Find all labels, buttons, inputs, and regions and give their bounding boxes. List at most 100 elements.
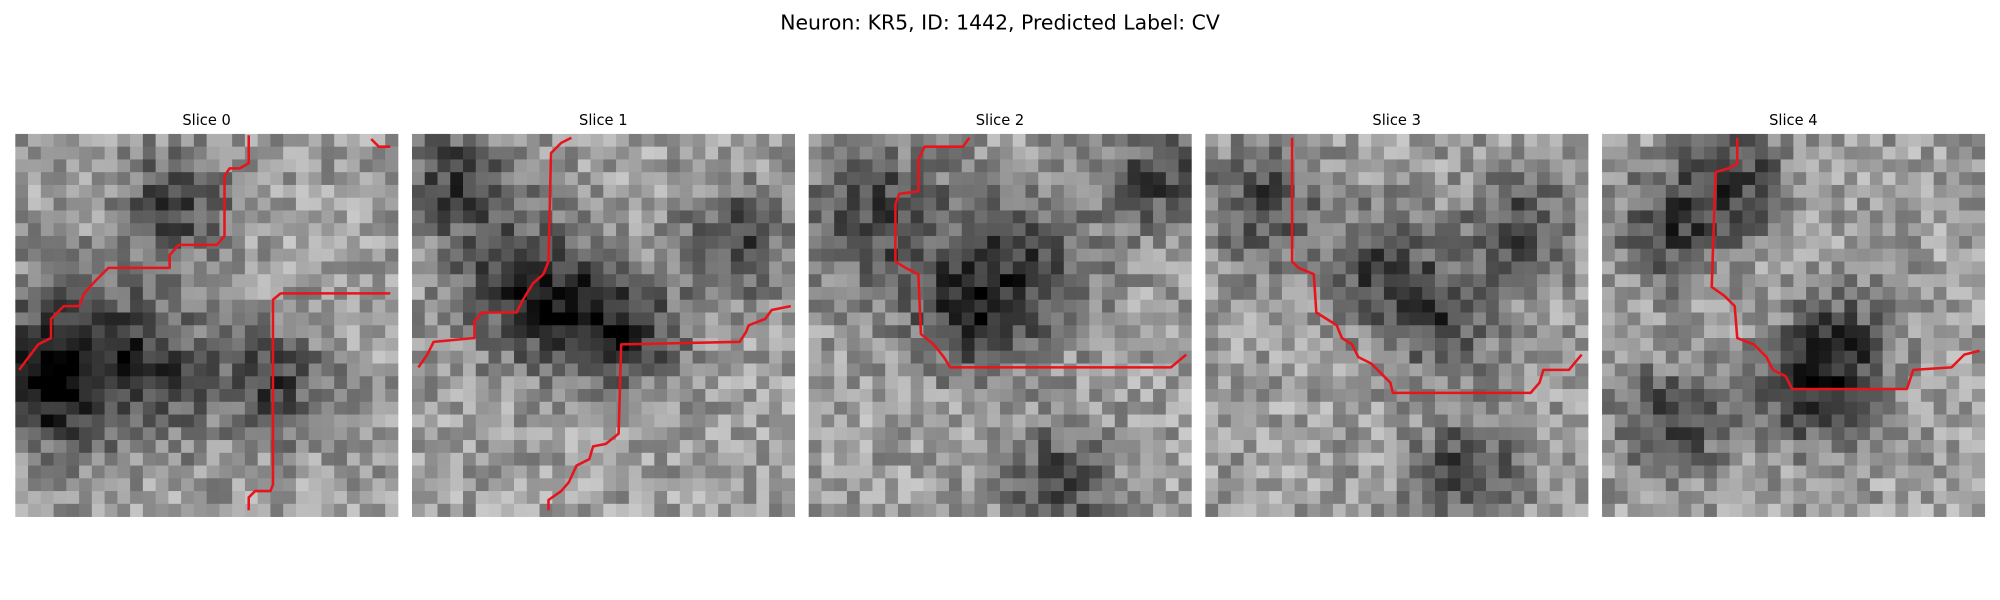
pixel: [385, 184, 399, 199]
pixel: [1281, 465, 1296, 479]
pixel: [257, 299, 271, 313]
pixel: [206, 338, 220, 352]
pixel: [104, 401, 118, 415]
pixel: [769, 286, 783, 301]
pixel: [730, 184, 745, 199]
pixel: [1460, 184, 1474, 199]
pixel: [1178, 312, 1192, 326]
pixel: [450, 248, 464, 262]
pixel: [1549, 350, 1563, 364]
pixel: [1345, 414, 1359, 428]
pixel: [1755, 172, 1769, 186]
pixel: [346, 223, 361, 237]
pixel: [1460, 465, 1474, 479]
pixel: [974, 197, 988, 211]
pixel: [181, 478, 195, 492]
pixel: [28, 133, 42, 148]
pixel: [1140, 478, 1154, 492]
pixel: [1320, 376, 1334, 390]
pixel: [1908, 172, 1922, 186]
pixel: [411, 223, 426, 237]
pixel: [718, 146, 732, 160]
pixel: [1908, 286, 1922, 301]
pixel: [1524, 350, 1538, 364]
pixel: [270, 172, 284, 186]
pixel: [359, 389, 373, 403]
pixel: [1793, 235, 1807, 250]
pixel: [1818, 172, 1833, 186]
pixel: [628, 491, 642, 505]
pixel: [1806, 159, 1820, 173]
pixel: [603, 389, 617, 403]
pixel: [1511, 133, 1525, 148]
pixel: [232, 440, 246, 454]
pixel: [219, 350, 233, 364]
pixel: [1205, 338, 1219, 352]
pixel: [1051, 440, 1065, 454]
pixel: [846, 452, 861, 466]
pixel: [781, 210, 796, 224]
pixel: [1729, 491, 1743, 505]
pixel: [1256, 172, 1270, 186]
pixel: [743, 146, 757, 160]
pixel: [1857, 389, 1871, 403]
pixel: [834, 184, 848, 199]
pixel: [308, 172, 322, 186]
pixel: [552, 401, 566, 415]
pixel: [897, 452, 912, 466]
pixel: [1205, 184, 1219, 199]
pixel: [936, 376, 950, 390]
pixel: [1127, 248, 1141, 262]
pixel: [321, 440, 335, 454]
pixel: [15, 184, 29, 199]
pixel: [1434, 197, 1449, 211]
pixel: [1562, 235, 1576, 250]
pixel: [1383, 401, 1398, 415]
pixel: [1127, 159, 1141, 173]
pixel: [488, 172, 502, 186]
pixel: [1473, 299, 1487, 313]
pixel: [1575, 376, 1589, 390]
pixel: [961, 274, 975, 288]
pixel: [834, 465, 848, 479]
pixel: [501, 210, 515, 224]
pixel: [79, 376, 93, 390]
pixel: [91, 172, 105, 186]
pixel: [463, 248, 477, 262]
pixel: [590, 338, 604, 352]
pixel: [232, 376, 246, 390]
pixel: [1447, 503, 1461, 517]
pixel: [1755, 197, 1769, 211]
pixel: [346, 350, 361, 364]
pixel: [1665, 286, 1679, 301]
pixel: [1831, 210, 1845, 224]
pixel: [936, 159, 950, 173]
pixel: [692, 363, 706, 377]
pixel: [1447, 146, 1461, 160]
pixel: [1140, 363, 1154, 377]
pixel: [590, 248, 604, 262]
pixel: [1178, 133, 1192, 148]
pixel: [1869, 389, 1884, 403]
pixel: [1729, 274, 1743, 288]
pixel: [1371, 210, 1385, 224]
pixel: [91, 159, 105, 173]
pixel: [1102, 197, 1116, 211]
pixel: [1920, 338, 1935, 352]
pixel: [1895, 491, 1909, 505]
pixel: [1205, 363, 1219, 377]
pixel: [1140, 286, 1154, 301]
pixel: [1000, 286, 1014, 301]
pixel: [1178, 223, 1192, 237]
pixel: [1281, 427, 1296, 441]
pixel: [1345, 274, 1359, 288]
pixel: [577, 325, 591, 339]
pixel: [270, 146, 284, 160]
pixel: [1127, 452, 1141, 466]
pixel: [692, 223, 706, 237]
pixel: [295, 223, 310, 237]
pixel: [1485, 312, 1500, 326]
pixel: [1000, 274, 1014, 288]
pixel: [1165, 440, 1179, 454]
pixel: [1371, 338, 1385, 352]
